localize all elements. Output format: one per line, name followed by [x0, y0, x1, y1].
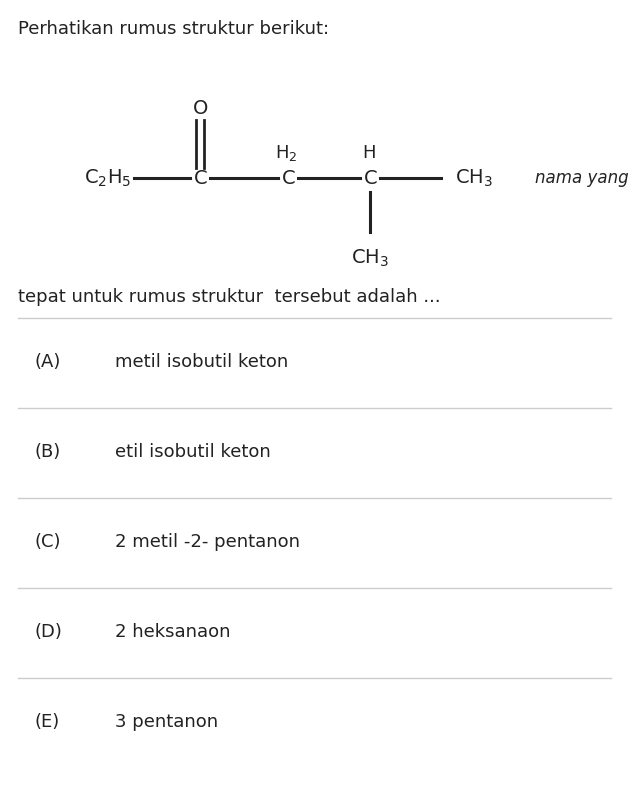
Text: (B): (B)	[35, 443, 61, 461]
Text: $\mathsf{C_2H_5}$: $\mathsf{C_2H_5}$	[84, 168, 131, 189]
Text: (C): (C)	[35, 533, 62, 551]
Text: (D): (D)	[35, 623, 63, 641]
Text: $\mathsf{C}$: $\mathsf{C}$	[192, 168, 208, 188]
Text: tepat untuk rumus struktur  tersebut adalah ...: tepat untuk rumus struktur tersebut adal…	[18, 288, 441, 306]
Text: 3 pentanon: 3 pentanon	[115, 713, 218, 731]
Text: metil isobutil keton: metil isobutil keton	[115, 353, 288, 371]
Text: $\mathsf{CH_3}$: $\mathsf{CH_3}$	[455, 168, 493, 189]
Text: $\mathsf{C}$: $\mathsf{C}$	[363, 168, 377, 188]
Text: etil isobutil keton: etil isobutil keton	[115, 443, 270, 461]
Text: (E): (E)	[35, 713, 60, 731]
Text: nama yang: nama yang	[535, 169, 628, 187]
Text: Perhatikan rumus struktur berikut:: Perhatikan rumus struktur berikut:	[18, 20, 329, 38]
Text: 2 heksanaon: 2 heksanaon	[115, 623, 230, 641]
Text: $\mathsf{C}$: $\mathsf{C}$	[281, 168, 295, 188]
Text: 2 metil -2- pentanon: 2 metil -2- pentanon	[115, 533, 300, 551]
Text: $\mathsf{H}$: $\mathsf{H}$	[362, 144, 376, 162]
Text: $\mathsf{O}$: $\mathsf{O}$	[192, 98, 208, 118]
Text: (A): (A)	[35, 353, 62, 371]
Text: $\mathsf{H_2}$: $\mathsf{H_2}$	[275, 143, 298, 163]
Text: $\mathsf{CH_3}$: $\mathsf{CH_3}$	[351, 248, 389, 269]
